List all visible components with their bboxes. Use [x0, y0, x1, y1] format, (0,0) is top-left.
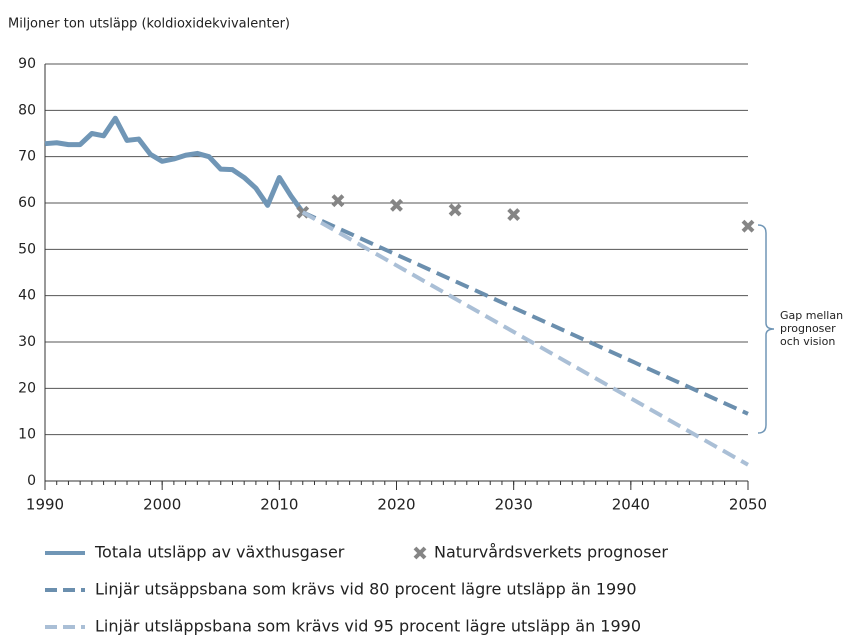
- brace: [757, 224, 775, 434]
- marker: [741, 219, 755, 233]
- series-line: [301, 210, 749, 467]
- y-tick-label: 0: [27, 473, 36, 489]
- marker: [448, 203, 462, 217]
- marker: [390, 198, 403, 212]
- x-tick-label: 2050: [729, 496, 767, 514]
- legend-marker: [413, 546, 427, 560]
- legend-label: Totala utsläpp av växthusgaser: [94, 543, 345, 562]
- y-tick-label: 30: [18, 334, 36, 350]
- x-tick-label: 2010: [260, 496, 298, 514]
- y-tick-label: 60: [18, 195, 36, 211]
- y-tick-label: 50: [18, 241, 36, 257]
- x-tick-label: 2000: [143, 496, 181, 514]
- x-tick-label: 2030: [495, 496, 533, 514]
- x-tick-label: 1990: [26, 496, 64, 514]
- y-tick-label: 40: [18, 288, 36, 304]
- marker: [507, 208, 521, 221]
- annotation: och vision: [780, 335, 835, 348]
- marker: [331, 194, 345, 208]
- annotation: prognoser: [780, 322, 836, 335]
- legend-label: Linjär utsäppsbana som krävs vid 80 proc…: [95, 580, 637, 599]
- legend-label: Linjär utsläppsbana som krävs vid 95 pro…: [95, 617, 641, 636]
- series-line: [44, 115, 305, 214]
- y-tick-label: 80: [18, 102, 36, 118]
- axis-title: Miljoner ton utsläpp (koldioxidekvivalen…: [8, 17, 290, 32]
- y-tick-label: 10: [18, 427, 36, 443]
- y-tick-label: 90: [18, 56, 36, 72]
- y-tick-label: 70: [18, 149, 36, 165]
- series-line: [301, 210, 749, 416]
- x-tick-label: 2020: [377, 496, 415, 514]
- y-tick-label: 20: [18, 380, 36, 396]
- x-tick-label: 2040: [612, 496, 650, 514]
- legend-label: Naturvårdsverkets prognoser: [434, 543, 668, 562]
- annotation: Gap mellan: [780, 309, 843, 322]
